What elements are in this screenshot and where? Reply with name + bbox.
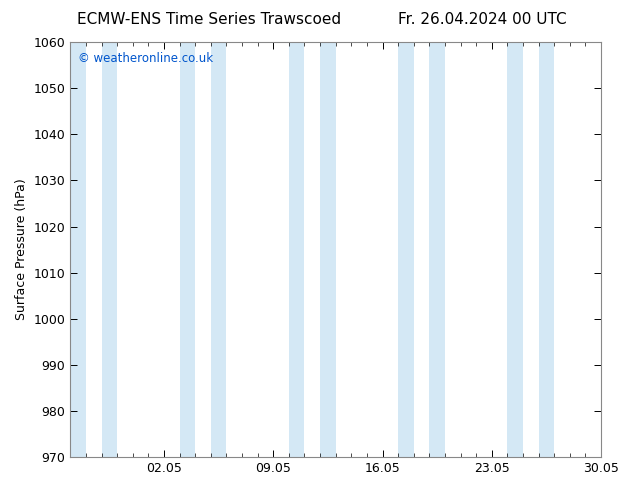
Y-axis label: Surface Pressure (hPa): Surface Pressure (hPa): [15, 179, 28, 320]
Bar: [101, 42, 117, 457]
Text: ECMW-ENS Time Series Trawscoed: ECMW-ENS Time Series Trawscoed: [77, 12, 341, 27]
Bar: [70, 42, 86, 457]
Bar: [398, 42, 414, 457]
Bar: [429, 42, 445, 457]
Text: © weatheronline.co.uk: © weatheronline.co.uk: [78, 52, 214, 66]
Bar: [507, 42, 523, 457]
Bar: [179, 42, 195, 457]
Bar: [320, 42, 335, 457]
Bar: [539, 42, 554, 457]
Bar: [210, 42, 226, 457]
Bar: [289, 42, 304, 457]
Text: Fr. 26.04.2024 00 UTC: Fr. 26.04.2024 00 UTC: [398, 12, 566, 27]
